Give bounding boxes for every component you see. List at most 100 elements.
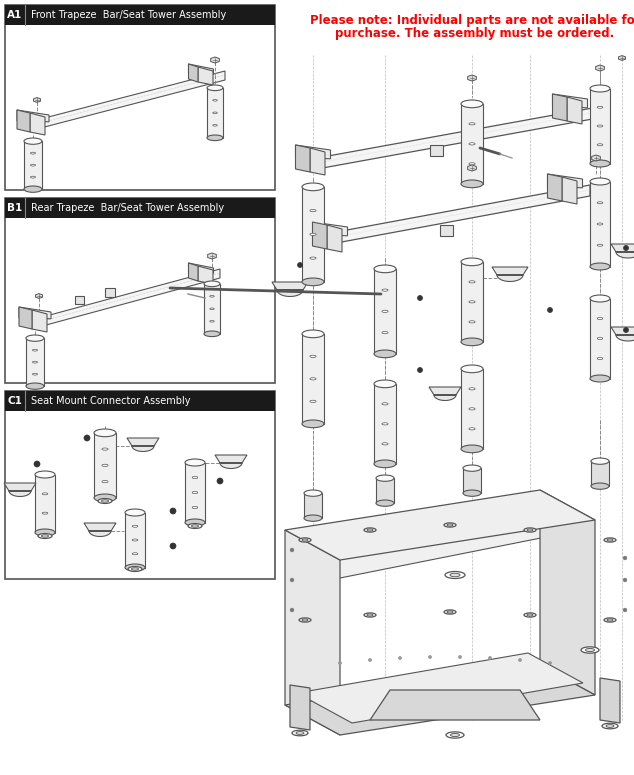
Ellipse shape [41,535,48,537]
Bar [5,5,275,190]
Text: Front Trapeze  Bar/Seat Tower Assembly: Front Trapeze Bar/Seat Tower Assembly [31,10,226,20]
Ellipse shape [604,538,616,542]
Ellipse shape [210,321,214,322]
Ellipse shape [447,524,453,526]
Ellipse shape [444,523,456,527]
Polygon shape [208,253,216,259]
Bar [125,512,145,567]
Bar [5,391,275,411]
Polygon shape [370,690,540,720]
Text: Please note: Individual parts are not available for: Please note: Individual parts are not av… [309,14,634,27]
Bar [35,474,55,532]
Bar [376,478,394,503]
Ellipse shape [102,480,108,483]
Ellipse shape [30,152,36,154]
Ellipse shape [133,525,138,527]
Ellipse shape [185,519,205,526]
Polygon shape [17,110,30,132]
Ellipse shape [101,500,108,502]
Polygon shape [306,107,598,171]
Polygon shape [285,665,595,735]
Ellipse shape [125,564,145,571]
Ellipse shape [302,420,324,428]
Polygon shape [34,98,41,102]
Ellipse shape [299,618,311,622]
Ellipse shape [382,443,388,445]
Ellipse shape [597,357,603,360]
Bar [430,145,443,156]
Bar [461,104,483,184]
Ellipse shape [191,525,198,527]
Bar [461,262,483,342]
Ellipse shape [102,464,108,467]
Ellipse shape [446,732,464,738]
Polygon shape [548,174,562,201]
Ellipse shape [133,539,138,541]
Text: purchase. The assembly must be ordered.: purchase. The assembly must be ordered. [335,27,614,40]
Polygon shape [429,387,461,401]
Ellipse shape [382,332,388,334]
Polygon shape [295,145,310,172]
Ellipse shape [524,613,536,617]
Ellipse shape [463,465,481,471]
Ellipse shape [192,507,198,508]
Text: Seat Mount Connector Assembly: Seat Mount Connector Assembly [31,396,190,406]
Ellipse shape [204,281,220,287]
Circle shape [519,659,522,662]
Ellipse shape [461,338,483,346]
Ellipse shape [597,106,603,109]
Ellipse shape [367,529,373,531]
Ellipse shape [364,613,376,617]
Polygon shape [310,148,325,175]
Ellipse shape [302,539,308,541]
Circle shape [84,435,90,441]
Bar [302,334,324,424]
Polygon shape [272,282,308,297]
Circle shape [429,656,432,659]
Polygon shape [32,310,47,332]
Bar [5,391,275,579]
Polygon shape [567,97,582,124]
Ellipse shape [42,512,48,514]
Polygon shape [188,64,214,74]
Ellipse shape [461,365,483,373]
Polygon shape [198,67,213,85]
Polygon shape [320,185,590,246]
Bar [590,181,610,267]
Ellipse shape [310,355,316,357]
Bar [26,338,44,386]
Polygon shape [611,327,634,341]
Polygon shape [127,438,159,452]
Ellipse shape [128,567,142,571]
Ellipse shape [24,186,42,192]
Ellipse shape [597,244,603,246]
Bar [374,269,396,354]
Circle shape [297,263,302,267]
Circle shape [34,461,40,467]
Ellipse shape [42,493,48,494]
Bar [461,369,483,449]
Bar [5,198,275,383]
Ellipse shape [302,278,324,286]
Ellipse shape [133,553,138,555]
Polygon shape [552,94,588,108]
Polygon shape [492,267,528,281]
Polygon shape [19,307,51,319]
Ellipse shape [32,350,37,351]
Circle shape [623,556,627,560]
Bar [5,5,275,25]
Bar [204,284,220,334]
Bar [302,187,324,282]
Polygon shape [188,64,198,82]
Circle shape [290,608,294,611]
Ellipse shape [597,125,603,127]
Polygon shape [297,508,571,578]
Ellipse shape [192,491,198,494]
Ellipse shape [26,335,44,341]
Ellipse shape [527,529,533,531]
Ellipse shape [590,178,610,185]
Ellipse shape [382,422,388,425]
Ellipse shape [374,460,396,467]
Ellipse shape [98,498,112,504]
Ellipse shape [463,490,481,496]
